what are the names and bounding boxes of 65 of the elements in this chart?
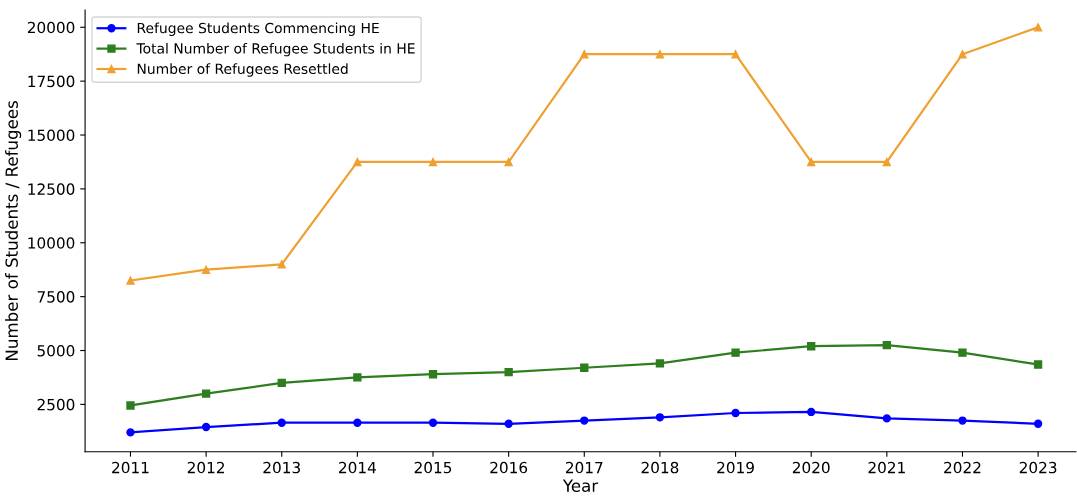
y-tick-label: 20000 bbox=[27, 21, 75, 34]
y-tick-label: 10000 bbox=[28, 237, 75, 249]
point bbox=[882, 414, 891, 423]
y-tick-label: 17500 bbox=[28, 75, 75, 88]
x-tick-label: 2023 bbox=[1019, 461, 1057, 474]
point bbox=[958, 50, 967, 59]
point bbox=[126, 401, 135, 410]
point bbox=[428, 157, 438, 167]
point bbox=[353, 373, 362, 382]
point bbox=[731, 50, 740, 59]
point bbox=[958, 416, 967, 425]
y-tick-label: 2500 bbox=[37, 398, 75, 411]
x-tick-label: 2011 bbox=[112, 461, 149, 474]
point bbox=[655, 359, 665, 368]
point bbox=[882, 157, 891, 167]
point bbox=[580, 363, 589, 372]
point bbox=[201, 389, 211, 398]
y-axis-title: Number of Students / Refugees bbox=[5, 101, 22, 360]
x-tick-label: 2017 bbox=[565, 461, 603, 474]
point bbox=[126, 428, 135, 437]
point bbox=[958, 348, 967, 357]
legend-label: Total Number of Refugee Students in HE bbox=[136, 42, 415, 57]
y-tick-label: 5000 bbox=[37, 344, 75, 357]
point bbox=[353, 418, 362, 427]
x-tick-label: 2016 bbox=[490, 461, 528, 474]
point bbox=[807, 157, 816, 167]
point bbox=[277, 378, 286, 388]
x-tick-label: 2021 bbox=[868, 461, 905, 474]
point bbox=[580, 416, 589, 425]
point bbox=[428, 418, 438, 427]
x-tick-label: 2018 bbox=[641, 461, 679, 474]
x-axis-title: Year bbox=[562, 479, 599, 492]
point bbox=[1033, 23, 1043, 32]
point bbox=[126, 276, 135, 285]
y-tick-label: 15000 bbox=[28, 129, 75, 142]
point bbox=[504, 157, 513, 167]
point bbox=[1033, 360, 1043, 369]
point bbox=[201, 422, 211, 432]
y-tick-label: 12500 bbox=[28, 183, 75, 195]
x-tick-label: 2012 bbox=[187, 461, 225, 474]
point bbox=[428, 370, 438, 379]
point bbox=[504, 367, 513, 377]
point bbox=[655, 413, 665, 422]
x-tick-label: 2019 bbox=[717, 461, 754, 474]
y-tick-label: 7500 bbox=[37, 291, 75, 303]
point bbox=[277, 260, 286, 269]
point bbox=[731, 348, 740, 357]
point bbox=[580, 50, 589, 59]
point bbox=[807, 342, 816, 351]
point bbox=[277, 418, 286, 427]
point bbox=[882, 340, 891, 350]
x-tick-label: 2022 bbox=[944, 461, 981, 474]
legend-label: Refugee Students Commencing HE bbox=[137, 22, 379, 36]
x-tick-label: 2014 bbox=[339, 461, 376, 474]
x-tick-label: 2020 bbox=[792, 461, 830, 474]
x-tick-label: 2013 bbox=[263, 461, 300, 474]
point bbox=[504, 419, 513, 428]
point bbox=[353, 157, 362, 167]
point bbox=[1033, 419, 1043, 428]
point bbox=[807, 407, 816, 417]
point bbox=[655, 50, 665, 59]
legend-label: Number of Refugees Resettled bbox=[137, 63, 348, 77]
point bbox=[731, 408, 740, 418]
point bbox=[201, 265, 211, 274]
x-tick-label: 2015 bbox=[414, 461, 452, 474]
